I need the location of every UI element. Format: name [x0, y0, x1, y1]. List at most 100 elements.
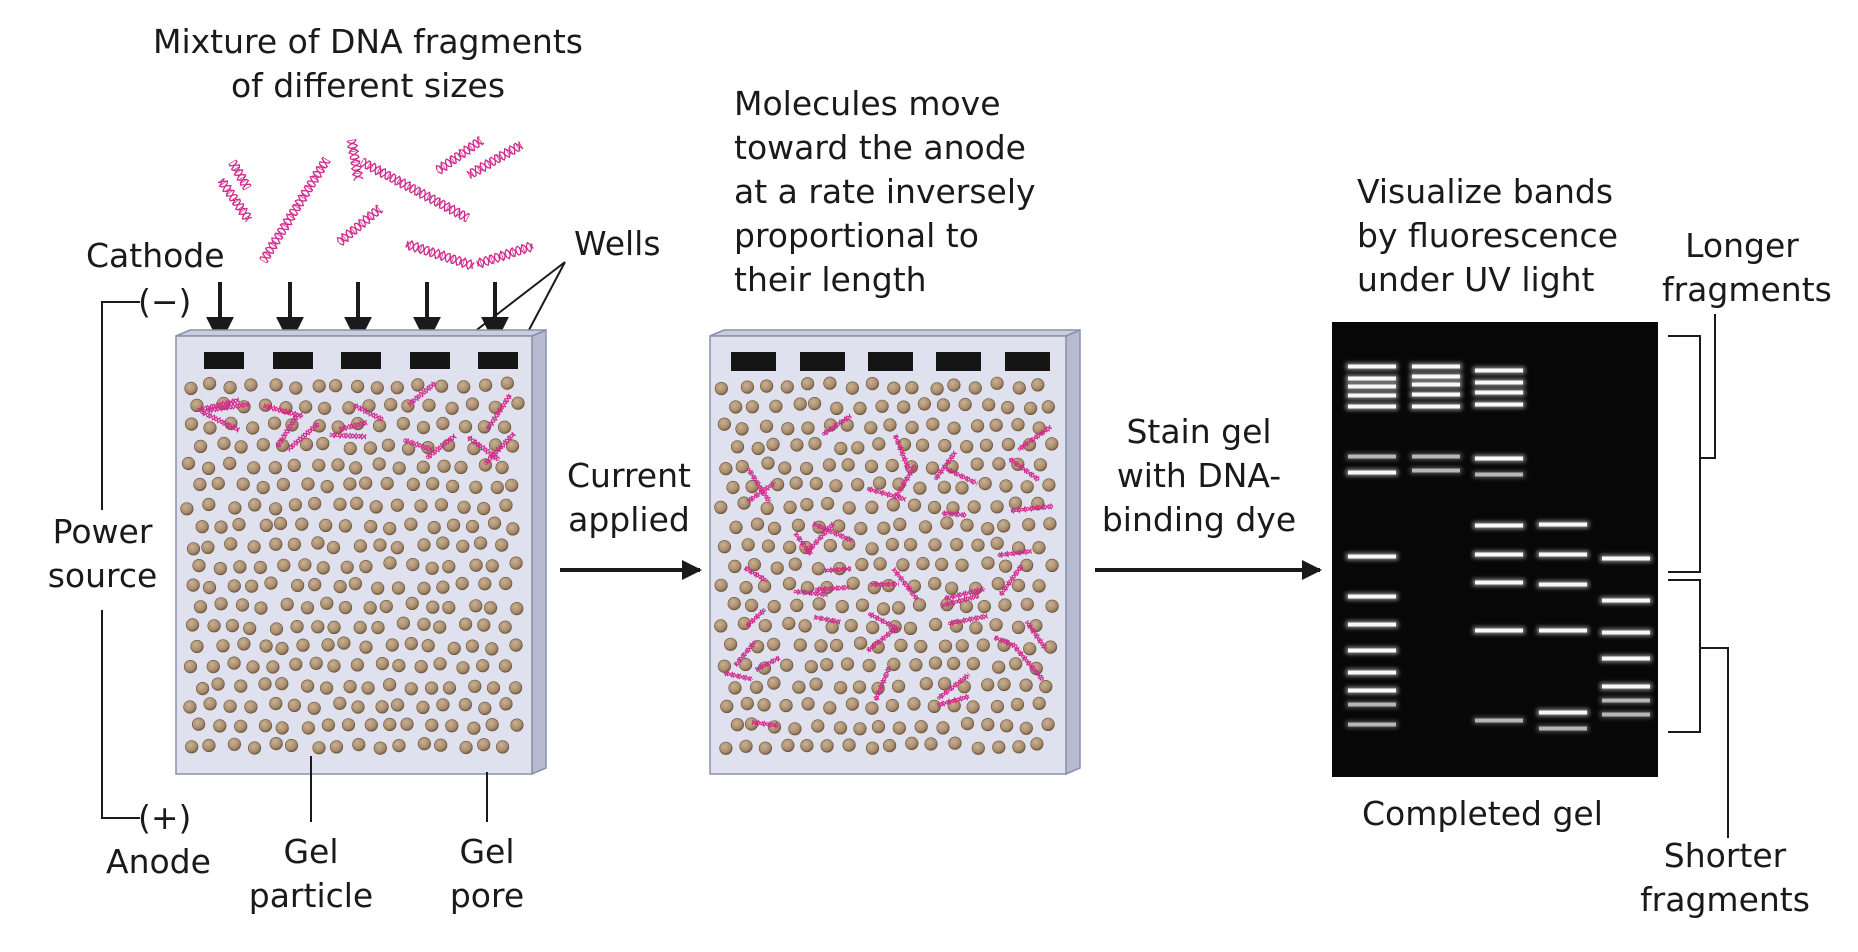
gel-particle	[436, 580, 450, 594]
gel-particle	[1020, 480, 1034, 494]
gel-band	[1348, 648, 1396, 653]
gel-band	[1412, 364, 1460, 369]
gel-particle	[499, 498, 513, 512]
gel-band	[1348, 454, 1396, 459]
gel-particle	[834, 441, 848, 456]
gel-particle	[1045, 558, 1059, 573]
gel-particle	[832, 519, 846, 533]
dna-fragment	[733, 639, 758, 667]
gel-particle	[1032, 696, 1046, 711]
gel-particle	[300, 601, 315, 615]
gel-particle	[727, 596, 741, 611]
gel-band	[1602, 684, 1650, 689]
gel-particle	[312, 458, 326, 472]
gel-particle-label: Gel particle	[236, 830, 386, 918]
gel-particle	[1045, 437, 1059, 451]
gel-particle	[214, 520, 228, 534]
gel-band	[1602, 712, 1650, 717]
gel-particle	[193, 600, 208, 614]
fragment-brackets	[1668, 314, 1729, 838]
gel-particle	[937, 480, 952, 494]
gel-particle	[989, 618, 1003, 632]
gel-particle	[998, 598, 1012, 612]
dna-fragment	[425, 433, 457, 460]
gel-particle	[969, 621, 983, 635]
gel-particle	[425, 718, 439, 732]
gel-particle	[243, 621, 257, 636]
gel-particle	[349, 461, 363, 475]
gel-particle	[298, 558, 312, 572]
gel-particle	[829, 479, 843, 493]
dna-fragment	[867, 612, 900, 632]
gel-particle	[948, 736, 962, 750]
gel-particle	[458, 697, 473, 712]
dna-in-gel-before	[197, 381, 516, 466]
gel-particle	[363, 601, 377, 615]
gel-particle	[381, 438, 396, 452]
gel-particle	[823, 376, 837, 390]
gel-particle	[442, 600, 456, 615]
gel-band	[1475, 718, 1523, 723]
gel-particle	[311, 620, 325, 634]
gel-particle	[312, 741, 326, 755]
gel-particle	[780, 380, 794, 394]
gel-particle	[400, 717, 414, 731]
gel-particle	[737, 496, 751, 510]
gel-particle	[223, 699, 237, 713]
gel-particle	[799, 461, 814, 476]
gel-band	[1412, 404, 1460, 409]
gel-particle	[223, 456, 237, 471]
gel-particle	[913, 481, 927, 495]
gel-particle	[887, 657, 901, 672]
gel-particle	[326, 540, 341, 555]
gel-particle	[998, 559, 1013, 573]
gel-particle	[338, 519, 353, 533]
gel-particle	[234, 440, 248, 454]
gel-particle	[1039, 679, 1053, 694]
gel-particle	[362, 399, 376, 413]
gel-particle	[730, 440, 745, 454]
gel-particle	[767, 599, 781, 614]
gel-particle	[946, 501, 960, 515]
gel-particle	[719, 741, 733, 755]
molecules-line: proportional to	[734, 216, 979, 255]
gel-particle	[436, 698, 450, 712]
free-dna-fragments	[217, 136, 534, 271]
gel-particle	[343, 441, 357, 456]
gel-particle	[194, 439, 208, 454]
gel-particle	[422, 398, 436, 412]
gel-particle	[465, 639, 480, 653]
gel-band	[1348, 688, 1396, 693]
gel-band	[1348, 722, 1396, 727]
gel-particle	[1023, 401, 1038, 416]
gel-particle	[227, 656, 241, 670]
shorter-line: Shorter	[1663, 836, 1787, 875]
power-source-line: source	[47, 556, 158, 595]
gel-particle	[729, 400, 743, 414]
gel-particle	[960, 440, 974, 454]
dna-fragment	[936, 672, 971, 701]
gel-particle	[829, 638, 844, 653]
gel-particle	[203, 697, 217, 711]
wells-gel-before	[204, 352, 518, 369]
gel-particle	[938, 639, 953, 653]
gel-particle	[1042, 478, 1056, 492]
gel-particle	[436, 536, 450, 550]
gel-particle	[427, 520, 441, 535]
gel-particle	[258, 719, 273, 733]
gel-particle	[269, 736, 283, 751]
gel-particle	[456, 661, 470, 675]
molecules-line: Molecules move	[734, 84, 1001, 123]
well	[868, 352, 913, 371]
gel-particle	[891, 679, 906, 693]
gel-particle	[1023, 642, 1037, 656]
dna-fragment	[745, 607, 767, 628]
gel-particle	[770, 561, 784, 575]
gel-particle	[1010, 697, 1025, 712]
gel-band	[1539, 726, 1587, 731]
gel-particle	[841, 458, 855, 472]
gel-particle	[445, 401, 459, 415]
gel-particle	[938, 439, 952, 453]
gel-particle	[782, 577, 797, 591]
gel-particle	[469, 480, 483, 494]
